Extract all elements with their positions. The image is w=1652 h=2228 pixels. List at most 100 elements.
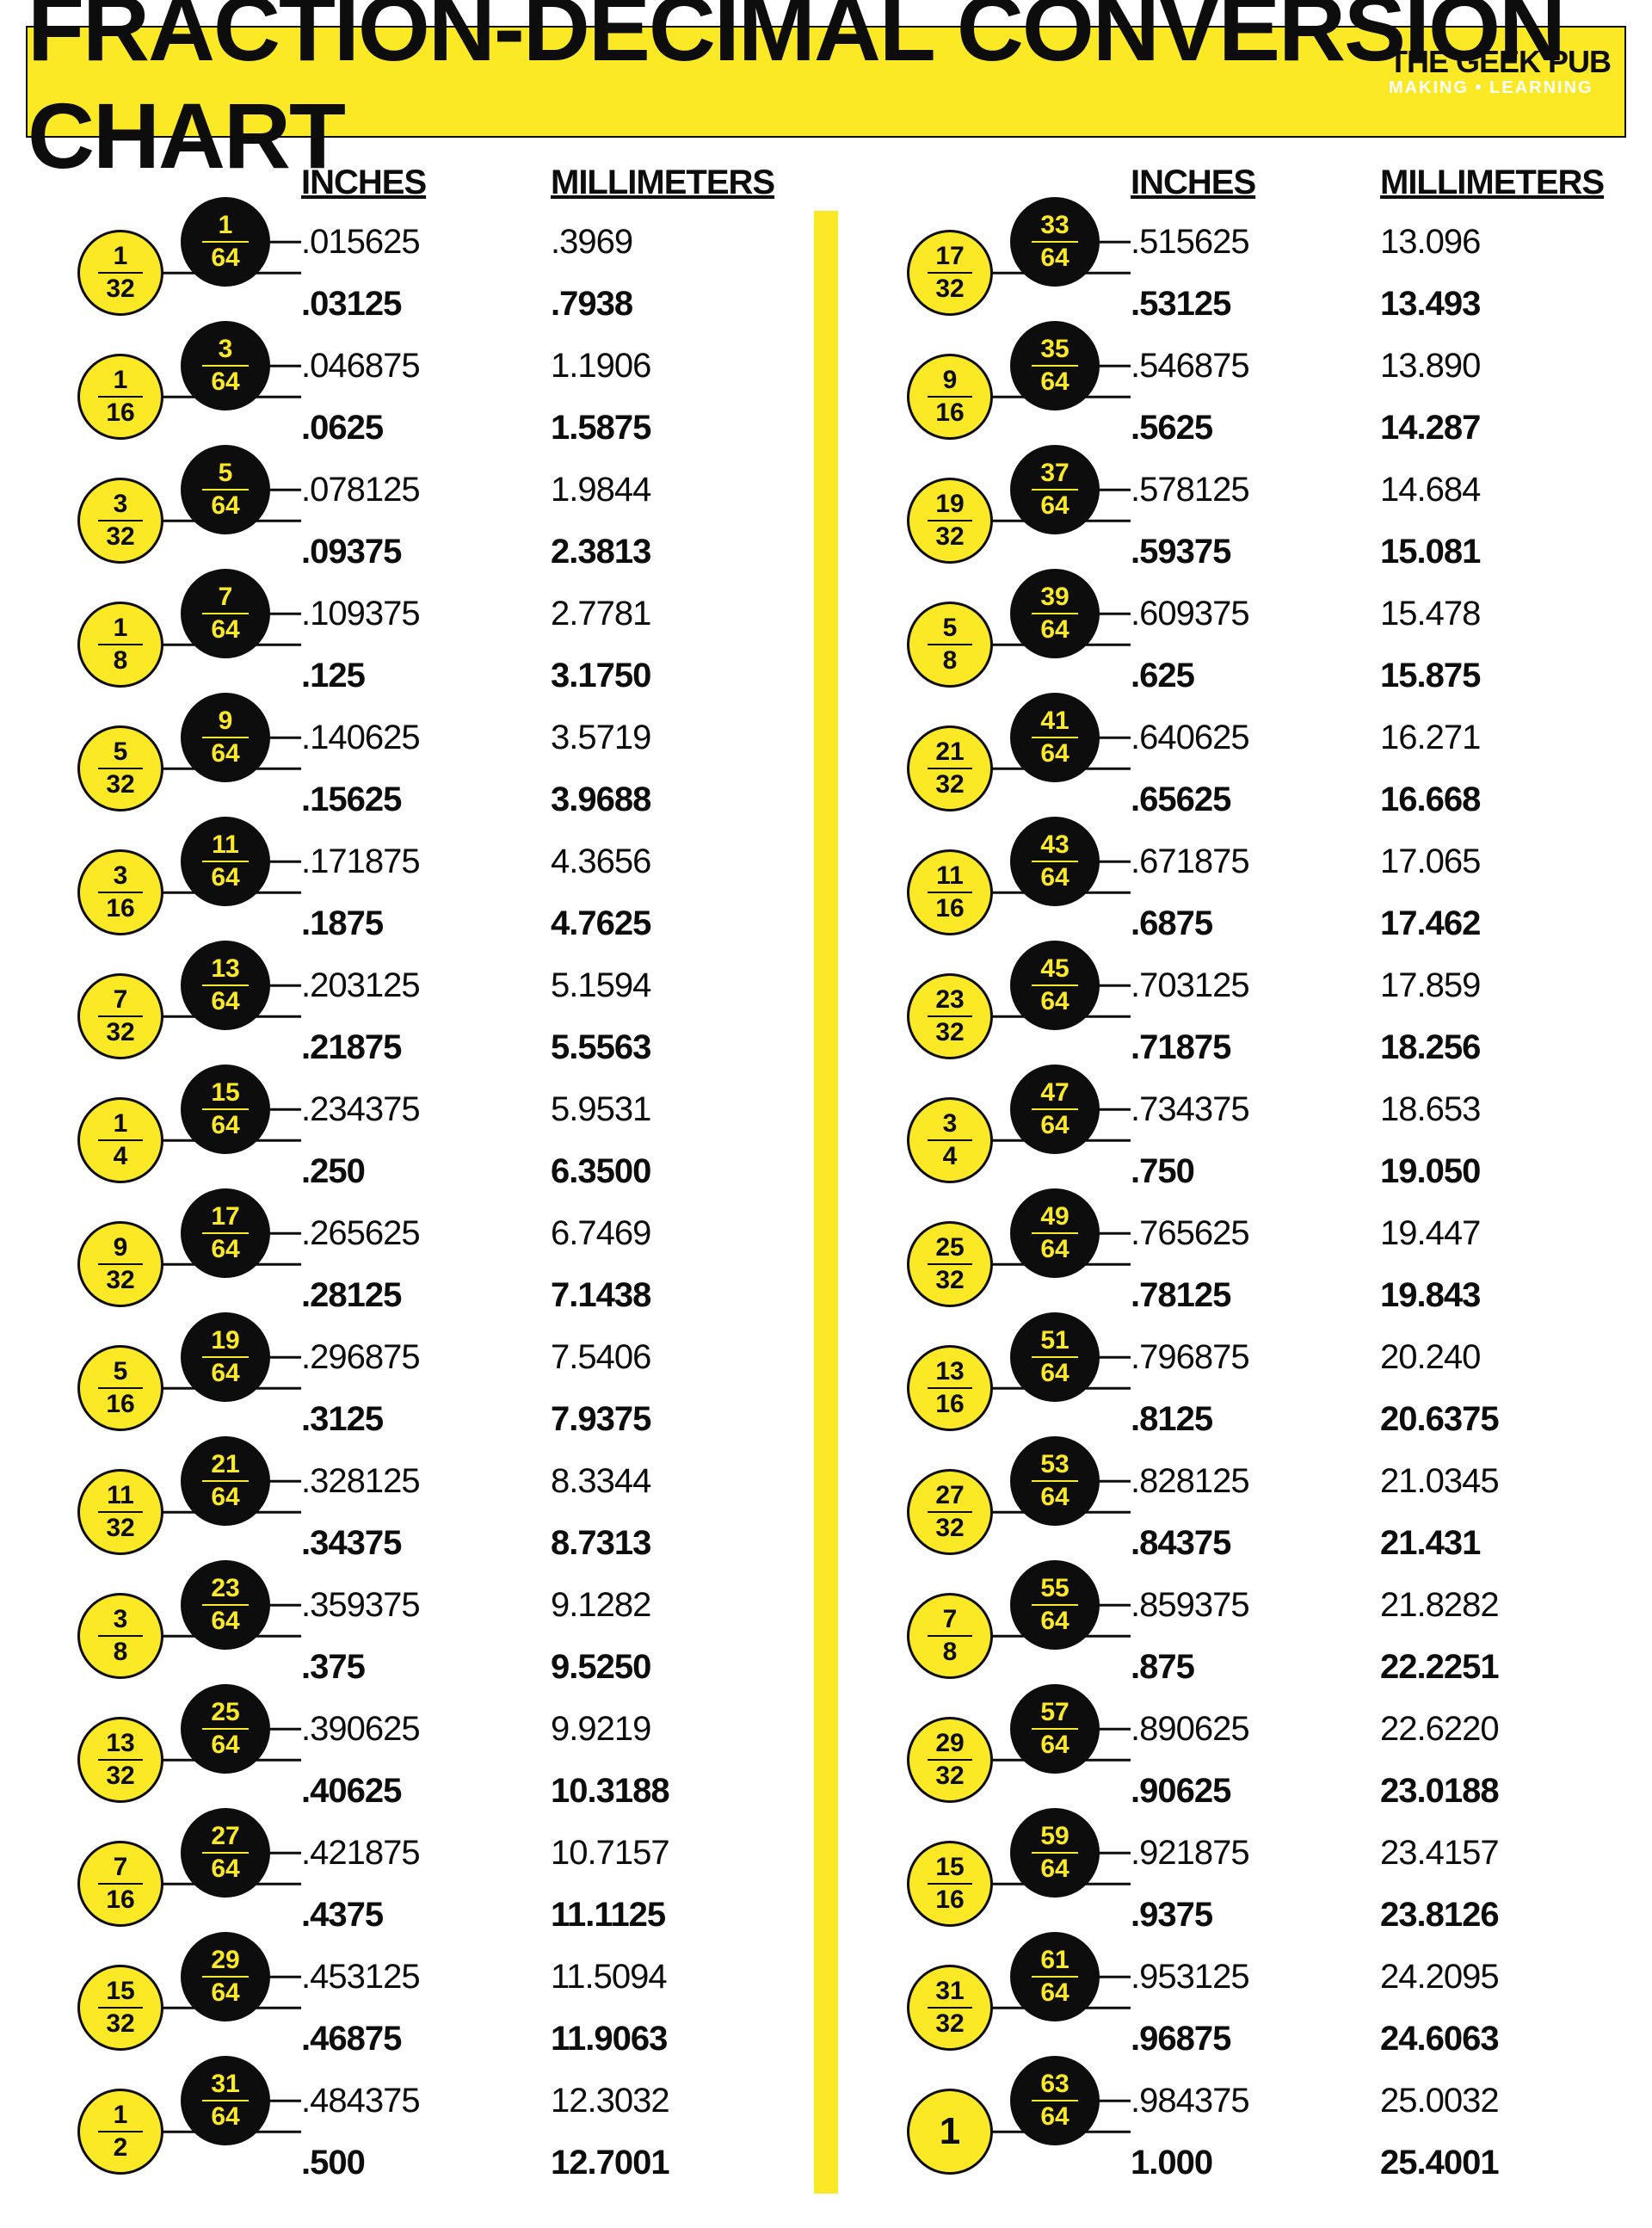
- conversion-chart: INCHES MILLIMETERS 164132.015625.3969.03…: [0, 138, 1652, 2228]
- fraction-slot: 41642132: [855, 707, 1131, 768]
- fraction-denominator: 32: [935, 524, 964, 550]
- fraction-bar: [98, 1015, 143, 1018]
- fraction-reduced-circle: 932: [77, 1221, 163, 1307]
- fraction-denominator: 2: [114, 2135, 128, 2161]
- fraction-denominator: 64: [211, 2104, 239, 2130]
- brand-tagline: MAKING • LEARNING: [1389, 79, 1611, 96]
- header-inches: INCHES: [1131, 164, 1380, 211]
- fraction-slot: [855, 1264, 1131, 1326]
- fraction-numerator: 27: [211, 1824, 239, 1849]
- brand-name: THE GEEK PUB: [1389, 46, 1611, 77]
- conversion-row: 43641116.67187517.065: [855, 830, 1626, 892]
- conversion-row: 57642932.89062522.6220: [855, 1698, 1626, 1760]
- millimeters-value: 19.843: [1380, 1276, 1626, 1315]
- fraction-slot: 556478: [855, 1574, 1131, 1636]
- inches-value: 1.000: [1131, 2144, 1380, 2182]
- conversion-row: 76418.1093752.7781: [26, 583, 797, 645]
- fraction-numerator: 31: [935, 1978, 964, 2004]
- millimeters-value: 25.4001: [1380, 2144, 1626, 2182]
- conversion-row: 364116.0468751.1906: [26, 335, 797, 397]
- fraction-bar: [1032, 613, 1078, 615]
- fraction-reduced-circle: 732: [77, 973, 163, 1059]
- millimeters-value: 12.3032: [551, 2082, 797, 2120]
- millimeters-value: 23.4157: [1380, 1834, 1626, 1873]
- fraction-64th-circle: 5564: [1010, 1560, 1100, 1650]
- fraction-denominator: 64: [1040, 741, 1069, 767]
- fraction-numerator: 5: [114, 739, 128, 765]
- fraction-bar: [98, 2131, 143, 2133]
- inches-value: .421875: [301, 1834, 551, 1873]
- fraction-64th-circle: 164: [181, 197, 270, 287]
- fraction-64th-circle: 2164: [181, 1436, 270, 1526]
- fraction-denominator: 64: [1040, 493, 1069, 519]
- inches-value: .84375: [1131, 1524, 1380, 1563]
- fraction-reduced-circle: 1316: [907, 1345, 993, 1431]
- inches-value: .65625: [1131, 781, 1380, 819]
- fraction-denominator: 16: [106, 1887, 134, 1913]
- fraction-bar: [928, 644, 972, 646]
- millimeters-value: 23.0188: [1380, 1772, 1626, 1811]
- fraction-slot: [26, 1140, 301, 1202]
- millimeters-value: 5.9531: [551, 1090, 797, 1129]
- inches-value: .734375: [1131, 1090, 1380, 1129]
- fraction-numerator: 7: [114, 987, 128, 1013]
- inches-value: .515625: [1131, 223, 1380, 262]
- inches-value: .90625: [1131, 1772, 1380, 1811]
- fraction-denominator: 32: [935, 2011, 964, 2037]
- fraction-reduced-circle: 132: [77, 230, 163, 316]
- inches-value: .71875: [1131, 1028, 1380, 1067]
- fraction-reduced-circle: 38: [77, 1593, 163, 1679]
- inches-value: .21875: [301, 1028, 551, 1067]
- fraction-slot: 564332: [26, 459, 301, 521]
- fraction-slot: 1364732: [26, 954, 301, 1016]
- fraction-bar: [928, 768, 972, 770]
- fraction-slot: 43641116: [855, 830, 1131, 892]
- fraction-numerator: 37: [1040, 460, 1069, 486]
- millimeters-value: 13.890: [1380, 347, 1626, 386]
- fraction-reduced-circle: 78: [907, 1593, 993, 1679]
- fraction-numerator: 21: [935, 739, 964, 765]
- conversion-row: 1364732.2031255.1594: [26, 954, 797, 1016]
- fraction-numerator: 13: [106, 1731, 134, 1756]
- millimeters-value: 16.668: [1380, 781, 1626, 819]
- millimeters-value: 19.050: [1380, 1152, 1626, 1191]
- inches-value: .59375: [1131, 533, 1380, 571]
- fraction-bar: [202, 1604, 249, 1607]
- inches-value: .0625: [301, 409, 551, 447]
- fraction-bar: [98, 768, 143, 770]
- fraction-bar: [202, 1728, 249, 1731]
- fraction-denominator: 16: [935, 1887, 964, 1913]
- fraction-numerator: 17: [211, 1204, 239, 1230]
- fraction-whole: 1: [940, 2113, 960, 2151]
- fraction-64th-circle: 5364: [1010, 1436, 1100, 1526]
- fraction-numerator: 33: [1040, 213, 1069, 238]
- fraction-slot: 45642332: [855, 954, 1131, 1016]
- inches-value: .4375: [301, 1896, 551, 1935]
- fraction-64th-circle: 6364: [1010, 2056, 1100, 2145]
- fraction-numerator: 39: [1040, 584, 1069, 610]
- inches-value: .390625: [301, 1710, 551, 1749]
- fraction-slot: [855, 1140, 1131, 1202]
- inches-value: .015625: [301, 223, 551, 262]
- millimeters-value: 1.9844: [551, 471, 797, 509]
- millimeters-value: 17.065: [1380, 842, 1626, 881]
- fraction-bar: [1032, 2100, 1078, 2102]
- fraction-denominator: 64: [1040, 369, 1069, 395]
- millimeters-value: 22.6220: [1380, 1710, 1626, 1749]
- fraction-denominator: 16: [106, 400, 134, 426]
- fraction-64th-circle: 2364: [181, 1560, 270, 1650]
- fraction-denominator: 64: [1040, 2104, 1069, 2130]
- fraction-numerator: 49: [1040, 1204, 1069, 1230]
- fraction-64th-circle: 2764: [181, 1808, 270, 1898]
- conversion-row: 63641.98437525.0032: [855, 2070, 1626, 2132]
- fraction-bar: [928, 396, 972, 398]
- millimeters-value: 11.1125: [551, 1896, 797, 1935]
- inches-value: .609375: [1131, 595, 1380, 633]
- fraction-slot: 164132: [26, 211, 301, 273]
- millimeters-value: 1.5875: [551, 409, 797, 447]
- inches-value: .625: [1131, 657, 1380, 695]
- millimeters-value: 12.7001: [551, 2144, 797, 2182]
- fraction-numerator: 61: [1040, 1947, 1069, 1973]
- fraction-denominator: 32: [935, 772, 964, 798]
- fraction-64th-circle: 4164: [1010, 693, 1100, 782]
